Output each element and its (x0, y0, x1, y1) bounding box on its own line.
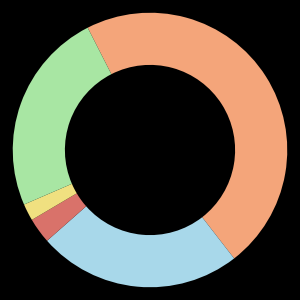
Wedge shape (88, 13, 287, 258)
Wedge shape (24, 184, 77, 220)
Wedge shape (47, 206, 234, 287)
Wedge shape (32, 193, 86, 241)
Wedge shape (13, 28, 111, 205)
